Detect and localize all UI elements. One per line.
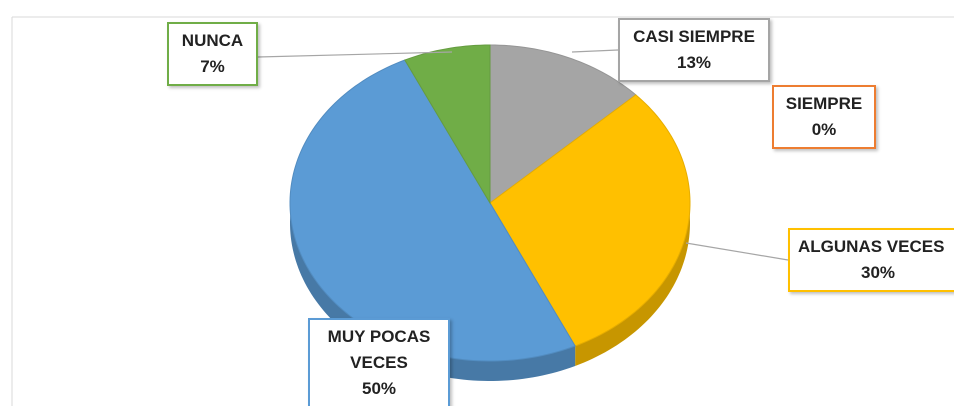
slice xyxy=(404,44,491,205)
category-name: SIEMPRE xyxy=(785,94,863,113)
slice-side xyxy=(575,94,690,366)
value-label: 50% xyxy=(361,379,397,398)
value-label: 0% xyxy=(811,120,837,139)
leader-line xyxy=(257,51,453,58)
data-label: NUNCA 7% xyxy=(167,22,258,86)
slice xyxy=(489,94,691,347)
category-name: CASI SIEMPRE xyxy=(633,27,755,46)
category-name: ALGUNAS VECES xyxy=(798,237,945,256)
slice xyxy=(289,59,576,362)
value-label: 30% xyxy=(860,263,896,282)
value-label: 13% xyxy=(676,53,712,72)
leader-line xyxy=(571,49,619,53)
data-label: ALGUNAS VECES 30% xyxy=(788,228,954,292)
category-name: NUNCA xyxy=(181,31,244,50)
data-label: CASI SIEMPRE 13% xyxy=(618,18,770,82)
data-label: MUY POCAS VECES 50% xyxy=(308,318,450,406)
leader-line xyxy=(685,242,789,261)
data-label: SIEMPRE 0% xyxy=(772,85,876,149)
value-label: 7% xyxy=(200,57,225,76)
category-name: MUY POCAS VECES xyxy=(327,327,431,372)
